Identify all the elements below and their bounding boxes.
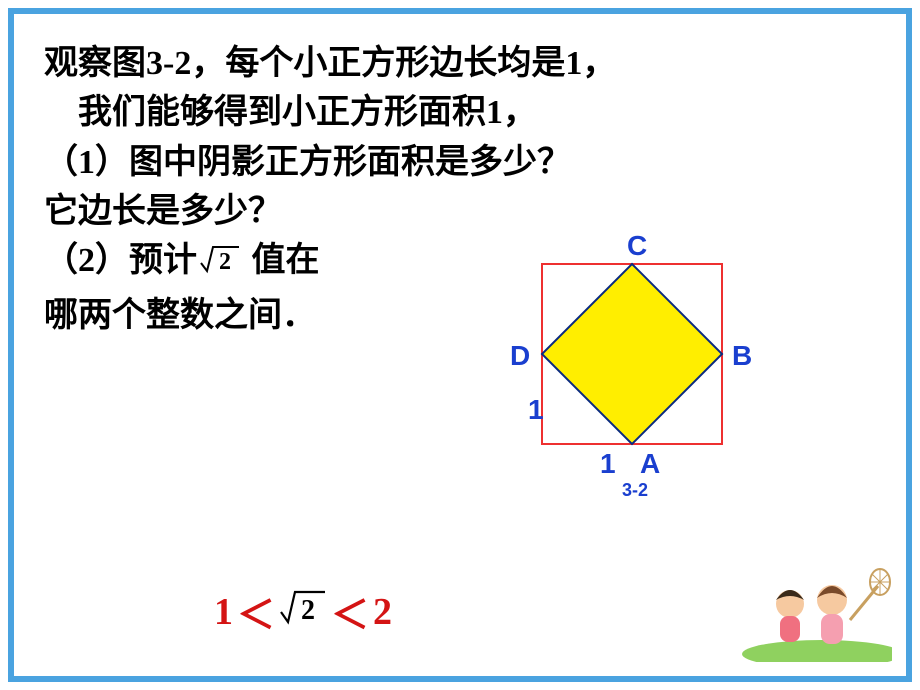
vertex-label-b: B <box>732 340 752 372</box>
text-line-5b: 值在 <box>252 242 320 279</box>
sqrt2-answer: 2 <box>279 586 327 638</box>
vertex-label-d: D <box>510 340 530 372</box>
inner-shaded-square <box>542 264 722 444</box>
text-line-3: （1）图中阴影正方形面积是多少？ <box>44 138 876 187</box>
answer-left-bound: 1 <box>214 590 233 634</box>
slide-frame: 观察图3-2，每个小正方形边长均是1， 我们能够得到小正方形面积1， （1）图中… <box>8 8 912 682</box>
answer-inequality: 1 ＜ 2 ＜ 2 <box>214 584 392 639</box>
figure-3-2: C B A D 1 1 3-2 <box>492 244 772 504</box>
vertex-label-c: C <box>627 230 647 262</box>
square-diagram-svg <box>492 244 772 504</box>
text-line-5a: （2）预计 <box>44 242 197 279</box>
less-than-2: ＜ <box>331 584 369 639</box>
side-length-1a: 1 <box>528 394 544 426</box>
vertex-label-a: A <box>640 448 660 480</box>
child2-body <box>821 614 843 644</box>
less-than-1: ＜ <box>237 584 275 639</box>
sqrt-radicand-1: 2 <box>219 249 231 275</box>
child1-body <box>780 616 800 642</box>
sqrt2-inline: 2 <box>199 241 241 291</box>
text-line-4: 它边长是多少？ <box>44 187 876 236</box>
side-length-1b: 1 <box>600 448 616 480</box>
text-line-2: 我们能够得到小正方形面积1， <box>44 88 876 137</box>
figure-caption: 3-2 <box>622 480 648 501</box>
text-line-1: 观察图3-2，每个小正方形边长均是1， <box>44 39 876 88</box>
grass-icon <box>742 640 892 662</box>
sqrt-radicand-2: 2 <box>301 595 315 626</box>
children-illustration <box>732 542 892 662</box>
answer-right-bound: 2 <box>373 590 392 634</box>
